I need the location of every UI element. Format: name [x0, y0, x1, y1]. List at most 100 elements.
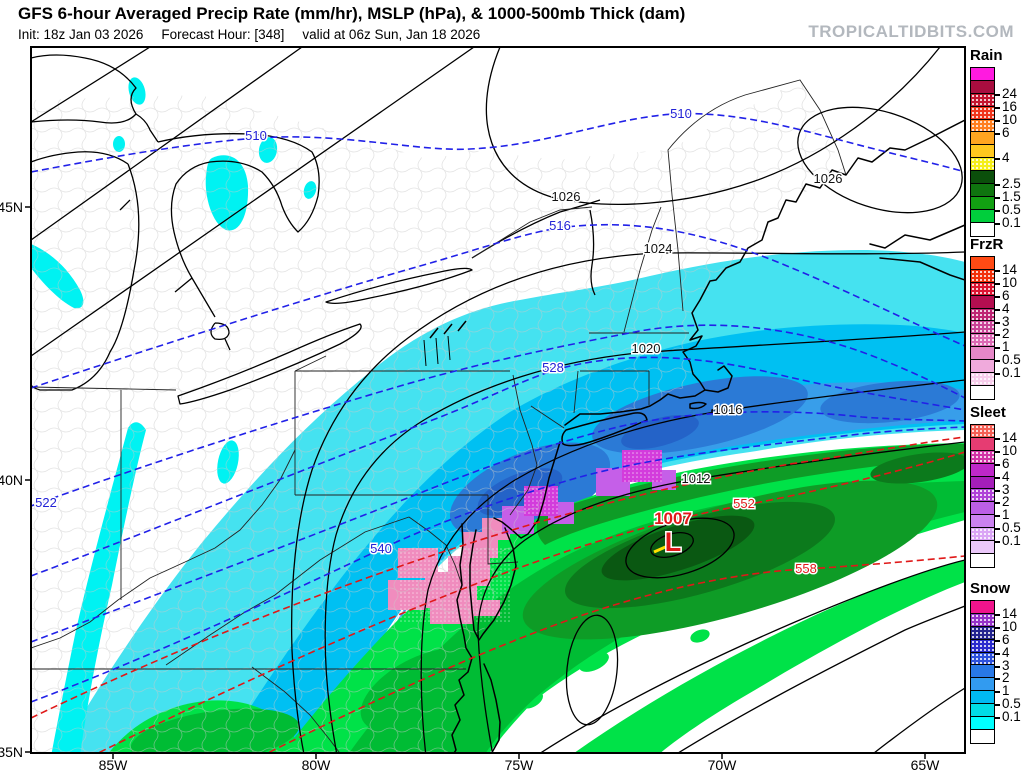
- colorbar-cell: [971, 639, 994, 653]
- colorbar-rain: 24 16 10 6 4 2.5 1.5 0.5 0.1: [970, 67, 1021, 237]
- colorbar-cell: [971, 489, 994, 503]
- colorbar-cell: [971, 502, 994, 516]
- colorbar-cell: [971, 347, 994, 361]
- colorbar-tick-label: 1: [993, 507, 1010, 523]
- colorbar-cell: [971, 678, 994, 692]
- colorbar-tick-label: 4: [993, 468, 1010, 484]
- coastline: [451, 119, 965, 753]
- colorbar-snow: 14 10 6 4 3 2 1 0.5 0.1: [970, 600, 1021, 744]
- colorbar-tick-label: 10: [992, 274, 1018, 290]
- colorbar-cell: [971, 295, 994, 309]
- colorbar-cell: [971, 257, 994, 270]
- lat-label-45N: 45N: [0, 199, 23, 215]
- wind-streak: [653, 543, 671, 554]
- contour-label-1012: 1012: [682, 471, 711, 486]
- colorbar-tick-label: 6: [993, 631, 1010, 647]
- colorbar-tick-label: 14: [992, 429, 1018, 445]
- colorbar-cell: [971, 704, 994, 718]
- valid-time: valid at 06z Sun, Jan 18 2026: [302, 27, 481, 42]
- contour-labels: 510 510 516 522 528 540 552 558 1026 1026 1024 1020…: [34, 105, 844, 578]
- colorbar-tick-label: 10: [992, 442, 1018, 458]
- colorbar-sleet: 14 10 6 4 3 2 1 0.5 0.1: [970, 424, 1021, 568]
- colorbar-cell: [971, 476, 994, 490]
- axis-ticks: [25, 206, 926, 759]
- colorbar-cell: [971, 626, 994, 640]
- colorbar-tick-label: 0.5: [993, 520, 1021, 536]
- colorbar-cell: [971, 729, 994, 743]
- colorbar-cell: [971, 222, 994, 236]
- contour-label-516: 516: [549, 218, 571, 233]
- thickness-contours-blue: [31, 112, 965, 703]
- precip-legend: Rain 24 16 10 6 4 2.5 1.5 0.5 0.1 FrzR 14 10 6 4 3 2 1 0.5…: [970, 0, 1024, 772]
- legend-title-sleet: Sleet: [970, 404, 1006, 421]
- colorbar-tick-label: 2: [993, 670, 1010, 686]
- colorbar-tick-label: 0.1: [993, 365, 1021, 381]
- legend-section-frzr: FrzR 14 10 6 4 3 2 1 0.5 0.1: [970, 236, 1024, 400]
- forecast-hour: Forecast Hour: [348]: [161, 27, 285, 42]
- lon-label-80W: 80W: [302, 757, 332, 772]
- colorbar-tick-label: 2: [993, 326, 1010, 342]
- colorbar-cell: [971, 450, 994, 464]
- thickness-contours-red: [31, 436, 965, 753]
- colorbar-tick-label: 2: [993, 494, 1010, 510]
- colorbar-tick-label: 0.5: [993, 201, 1021, 217]
- low-pressure-letter: L: [665, 527, 682, 557]
- colorbar-cell: [971, 601, 994, 614]
- colorbar-cell: [971, 158, 994, 172]
- axis-labels: 45N 40N 35N 85W 80W 75W 70W 65W: [0, 199, 940, 772]
- county-lines: [31, 80, 846, 753]
- colorbar-cell: [971, 652, 994, 666]
- colorbar-cell: [971, 209, 994, 223]
- colorbar-cell: [971, 308, 994, 322]
- legend-section-snow: Snow 14 10 6 4 3 2 1 0.5 0.1: [970, 580, 1024, 744]
- colorbar-cell: [971, 145, 994, 159]
- contour-label-552: 552: [733, 496, 755, 511]
- colorbar-cell: [971, 515, 994, 529]
- colorbar-tick-label: 0.1: [993, 709, 1021, 725]
- colorbar-tick-label: 1: [993, 683, 1010, 699]
- colorbar-tick-label: 2.5: [993, 176, 1021, 192]
- contour-label-1016: 1016: [714, 402, 743, 417]
- colorbar-tick-label: 3: [993, 313, 1010, 329]
- colorbar-tick-label: 1: [993, 339, 1010, 355]
- lat-label-35N: 35N: [0, 744, 23, 760]
- colorbar-cell: [971, 184, 994, 197]
- colorbar-tick-label: 4: [993, 644, 1010, 660]
- contour-label-522: 522: [35, 495, 57, 510]
- lon-label-75W: 75W: [505, 757, 535, 772]
- colorbar-cell: [971, 425, 994, 438]
- colorbar-cell: [971, 373, 994, 386]
- lat-label-40N: 40N: [0, 472, 23, 488]
- map-title: GFS 6-hour Averaged Precip Rate (mm/hr),…: [18, 4, 686, 23]
- colorbar-tick-label: 6: [993, 124, 1010, 140]
- contour-label-558: 558: [795, 561, 817, 576]
- state-borders: [31, 79, 847, 753]
- colorbar-tick-label: 0.5: [993, 352, 1021, 368]
- colorbar-cell: [971, 360, 994, 374]
- colorbar-cell: [971, 119, 994, 133]
- colorbar-cell: [971, 93, 994, 107]
- lon-label-85W: 85W: [99, 757, 129, 772]
- init-time: Init: 18z Jan 03 2026: [18, 27, 144, 42]
- colorbar-tick-label: 14: [992, 261, 1018, 277]
- colorbar-tick-label: 0.1: [993, 533, 1021, 549]
- colorbar-cell: [971, 68, 994, 81]
- lon-label-65W: 65W: [911, 757, 941, 772]
- colorbar-tick-label: 14: [992, 605, 1018, 621]
- great-lakes: [31, 54, 601, 405]
- contour-label-1020: 1020: [632, 341, 661, 356]
- colorbar-cell: [971, 691, 994, 705]
- colorbar-tick-label: 16: [992, 98, 1018, 114]
- colorbar-tick-label: 3: [993, 657, 1010, 673]
- colorbar-tick-label: 24: [992, 85, 1018, 101]
- map-subtitle: Init: 18z Jan 03 2026 Forecast Hour: [348…: [18, 27, 498, 42]
- legend-section-sleet: Sleet 14 10 6 4 3 2 1 0.5 0.1: [970, 404, 1024, 568]
- colorbar-cell: [971, 282, 994, 296]
- contour-label-1024: 1024: [644, 241, 673, 256]
- contour-label-1026: 1026: [814, 171, 843, 186]
- colorbar-tick-label: 4: [993, 150, 1010, 166]
- colorbar-cell: [971, 665, 994, 679]
- colorbar-tick-label: 1.5: [993, 189, 1021, 204]
